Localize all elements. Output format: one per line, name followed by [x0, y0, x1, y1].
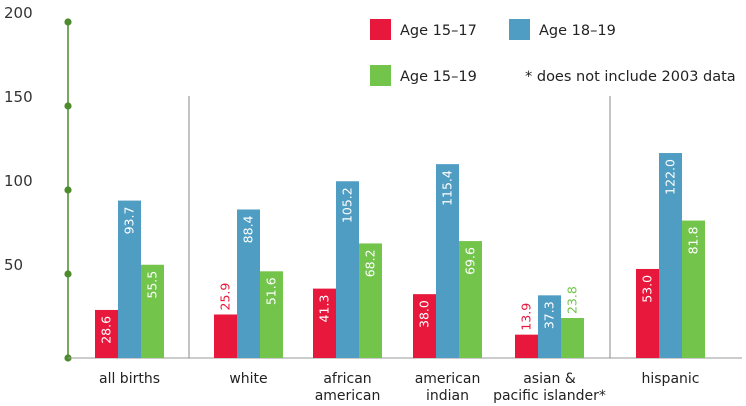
x-category-label: hispanic [642, 371, 700, 387]
bar-value-label: 23.8 [565, 286, 580, 314]
x-category-label: all births [99, 371, 160, 387]
bar-value-label: 25.9 [218, 283, 233, 311]
x-category-label: pacific islander* [493, 388, 606, 404]
bar-value-label: 51.6 [264, 277, 279, 305]
legend-swatch [370, 65, 391, 86]
bars: 28.6 93.7 55.5 25.9 88.4 51.6 41.3 105.2 68.2 38.… [95, 153, 705, 358]
bar-value-label: 37.3 [542, 301, 557, 329]
x-category-label: american [415, 371, 481, 387]
y-tick-label: 150 [4, 88, 33, 106]
legend-label: Age 18–19 [539, 23, 616, 39]
legend-label: Age 15–19 [400, 69, 477, 85]
bar [214, 314, 237, 358]
x-category-label: african [323, 371, 371, 387]
y-tick-marker [64, 18, 71, 25]
bar [561, 318, 584, 358]
bar-value-label: 55.5 [145, 271, 160, 299]
bar-value-label: 115.4 [440, 170, 455, 206]
legend-swatch [370, 19, 391, 40]
y-tick-marker [64, 270, 71, 277]
y-tick-label: 100 [4, 172, 33, 190]
footnote: * does not include 2003 data [525, 69, 736, 85]
bar-value-label: 53.0 [640, 275, 655, 303]
y-tick-marker [64, 102, 71, 109]
x-category-label: white [229, 371, 267, 387]
bar-value-label: 68.2 [363, 249, 378, 277]
y-tick-label: 200 [4, 4, 33, 22]
bar-value-label: 88.4 [241, 215, 256, 243]
bar-value-label: 81.8 [686, 227, 701, 255]
bar-value-label: 13.9 [519, 303, 534, 331]
legend: Age 15–17 Age 18–19 Age 15–19 * does not in… [370, 19, 736, 86]
bar [515, 335, 538, 358]
y-tick-marker [64, 186, 71, 193]
x-category-label: american [315, 388, 381, 404]
bar-value-label: 41.3 [317, 295, 332, 323]
x-axis-labels: all births white africanamericanamericanin… [99, 371, 699, 404]
bar-value-label: 38.0 [417, 300, 432, 328]
x-category-label: indian [426, 388, 469, 404]
bar-value-label: 69.6 [463, 247, 478, 275]
bar-value-label: 122.0 [663, 159, 678, 195]
bar-value-label: 93.7 [122, 207, 137, 235]
legend-swatch [509, 19, 530, 40]
bar-value-label: 28.6 [99, 316, 114, 344]
legend-label: Age 15–17 [400, 23, 477, 39]
x-category-label: asian & [523, 371, 576, 387]
y-tick-label: 50 [4, 256, 23, 274]
bar-value-label: 105.2 [340, 187, 355, 223]
